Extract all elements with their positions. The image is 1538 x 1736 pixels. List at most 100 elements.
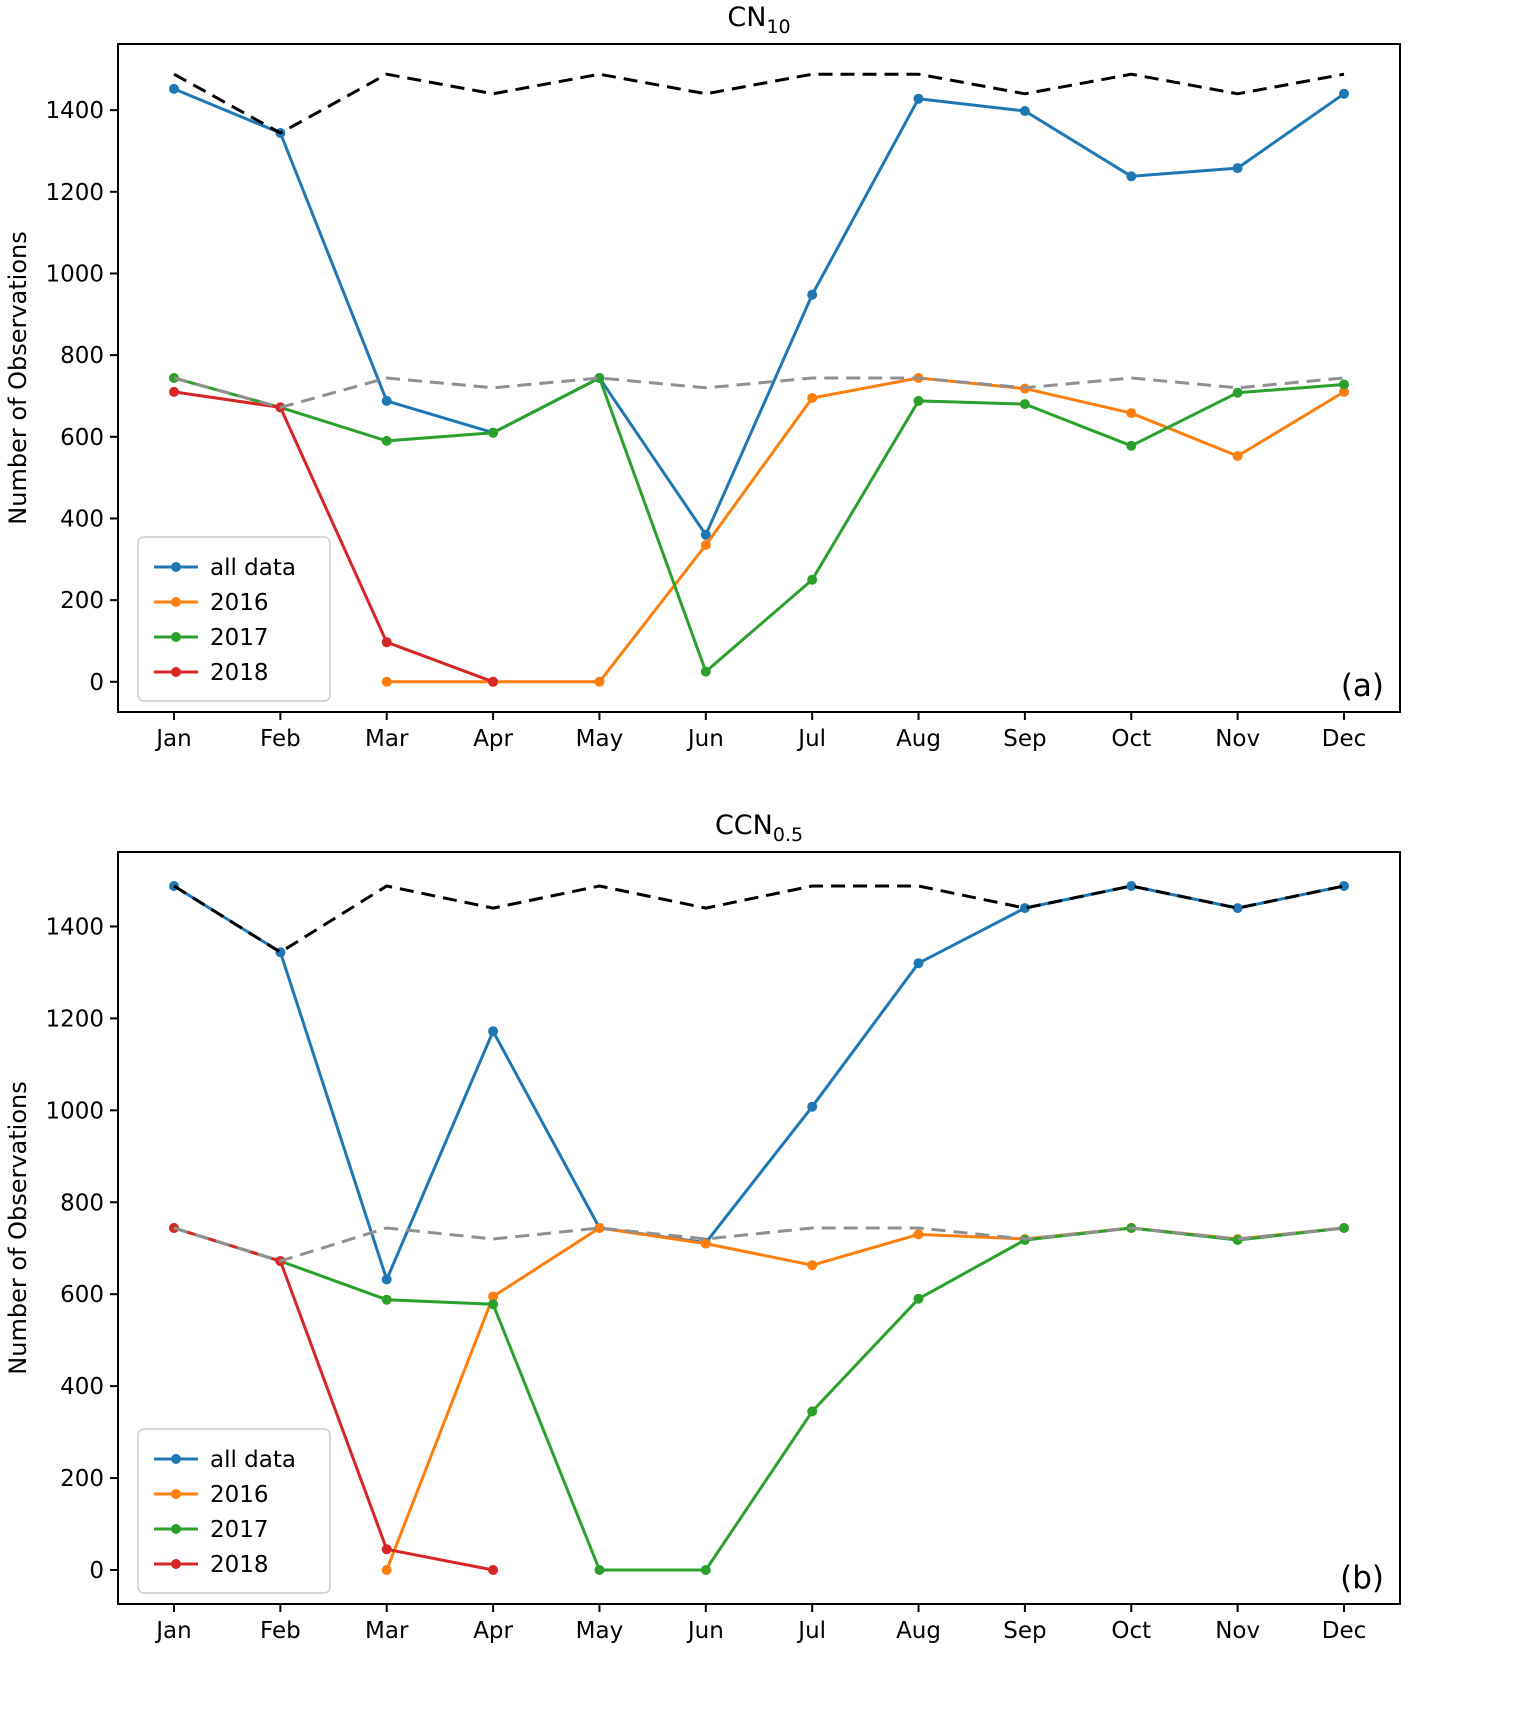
series-2017 [169,1223,1349,1575]
y-tick-label: 400 [60,1374,104,1400]
series-black-dashed [173,72,1345,135]
legend-label: all data [210,555,296,581]
data-point-marker [1339,881,1349,891]
series-line [173,884,1345,954]
legend-label: 2016 [210,590,269,616]
data-point-marker [1019,106,1030,116]
series-line [173,376,1345,674]
y-tick-label: 1000 [45,261,104,287]
data-point-marker [913,93,924,104]
data-point-marker [700,666,711,677]
y-axis-ticks: 0 200 400 600 800 1000 1200 1400 [45,914,118,1584]
x-tick-label: May [576,1618,624,1644]
y-tick-label: 1400 [45,98,104,124]
y-tick-label: 0 [89,1558,104,1584]
legend-label: 2017 [210,1517,269,1543]
x-axis-ticks: Jan Feb Mar Apr May Jun Jul Aug Sep Oct Nov Dec [154,712,1366,752]
chart-b: CCN0.5 0 200 400 600 800 1000 1200 1400 Jan Feb Mar… [4,810,1401,1644]
panel-label: (b) [1340,1560,1384,1596]
data-point-marker [488,1299,499,1310]
data-point-marker [807,1406,818,1417]
data-point-marker [700,529,711,540]
data-point-marker [1339,1223,1349,1233]
legend: all data 2016 2017 2018 [137,536,331,702]
y-tick-label: 400 [60,506,104,532]
series-2016 [381,1223,1349,1575]
data-point-marker [488,676,499,687]
x-tick-label: Jun [686,726,724,752]
series-line [173,87,1345,537]
data-point-marker [381,1544,392,1555]
x-tick-label: Jun [686,1618,724,1644]
series-line [173,390,494,684]
x-tick-label: Jan [154,726,191,752]
data-point-marker [594,1565,605,1575]
x-tick-label: Apr [473,1618,513,1644]
series-2017 [169,373,1349,677]
legend-marker-sample [171,1489,181,1499]
data-point-marker [700,540,711,550]
data-point-marker [488,1565,499,1575]
x-tick-label: Sep [1003,1618,1046,1644]
series-line [173,1226,1345,1263]
data-point-marker [169,386,179,397]
series-2018 [169,386,499,687]
legend-label: 2017 [210,625,269,651]
x-tick-label: Oct [1111,726,1151,752]
data-point-marker [488,1291,499,1302]
y-tick-label: 200 [60,1466,104,1492]
x-tick-label: Nov [1215,726,1260,752]
x-tick-label: Mar [365,726,409,752]
data-point-marker [1126,408,1137,419]
legend-label: 2018 [210,660,269,686]
legend-marker-sample [171,597,181,607]
data-point-marker [807,289,818,300]
data-point-marker [381,1274,392,1285]
data-point-marker [381,395,392,406]
x-tick-label: Feb [260,1618,301,1644]
y-tick-label: 200 [60,588,104,614]
x-tick-label: Feb [260,726,301,752]
series-line [173,1226,1345,1572]
legend-frame [137,1428,331,1594]
legend-frame [137,536,331,702]
chart-title: CCN0.5 [715,810,803,846]
data-point-marker [807,1101,818,1112]
legend: all data 2016 2017 2018 [137,1428,331,1594]
legend-label: 2018 [210,1552,269,1578]
axes-box [117,43,1401,713]
x-tick-label: Sep [1003,726,1046,752]
series-line [386,376,1345,684]
series-line [173,376,1345,409]
series-black-dashed [173,884,1345,954]
chart-title: CN10 [727,2,790,38]
data-point-marker [913,1229,924,1240]
x-tick-label: Mar [365,1618,409,1644]
data-point-marker [807,1260,818,1271]
y-tick-label: 800 [60,1190,104,1216]
x-tick-label: Aug [896,726,941,752]
data-point-marker [1019,399,1030,410]
y-tick-label: 600 [60,1282,104,1308]
data-point-marker [381,637,392,648]
y-axis-label: Number of Observations [4,231,32,524]
data-point-marker [1232,451,1243,461]
x-tick-label: Dec [1322,1618,1367,1644]
data-point-marker [381,435,392,446]
data-point-marker [1126,881,1137,891]
x-tick-label: May [576,726,624,752]
legend-label: all data [210,1447,296,1473]
data-point-marker [1126,440,1137,451]
x-tick-label: Dec [1322,726,1367,752]
data-point-marker [1232,163,1243,174]
data-point-marker [381,1565,392,1575]
data-point-marker [913,958,924,969]
series-gray-dashed [173,376,1345,409]
y-tick-label: 1200 [45,180,104,206]
legend-marker-sample [171,667,181,677]
data-point-marker [1232,387,1243,398]
axes-box [117,851,1401,1605]
y-axis-label: Number of Observations [4,1081,32,1374]
chart-a: CN10 0 200 400 600 800 1000 1200 1400 Jan Feb Mar Ap… [4,2,1401,752]
